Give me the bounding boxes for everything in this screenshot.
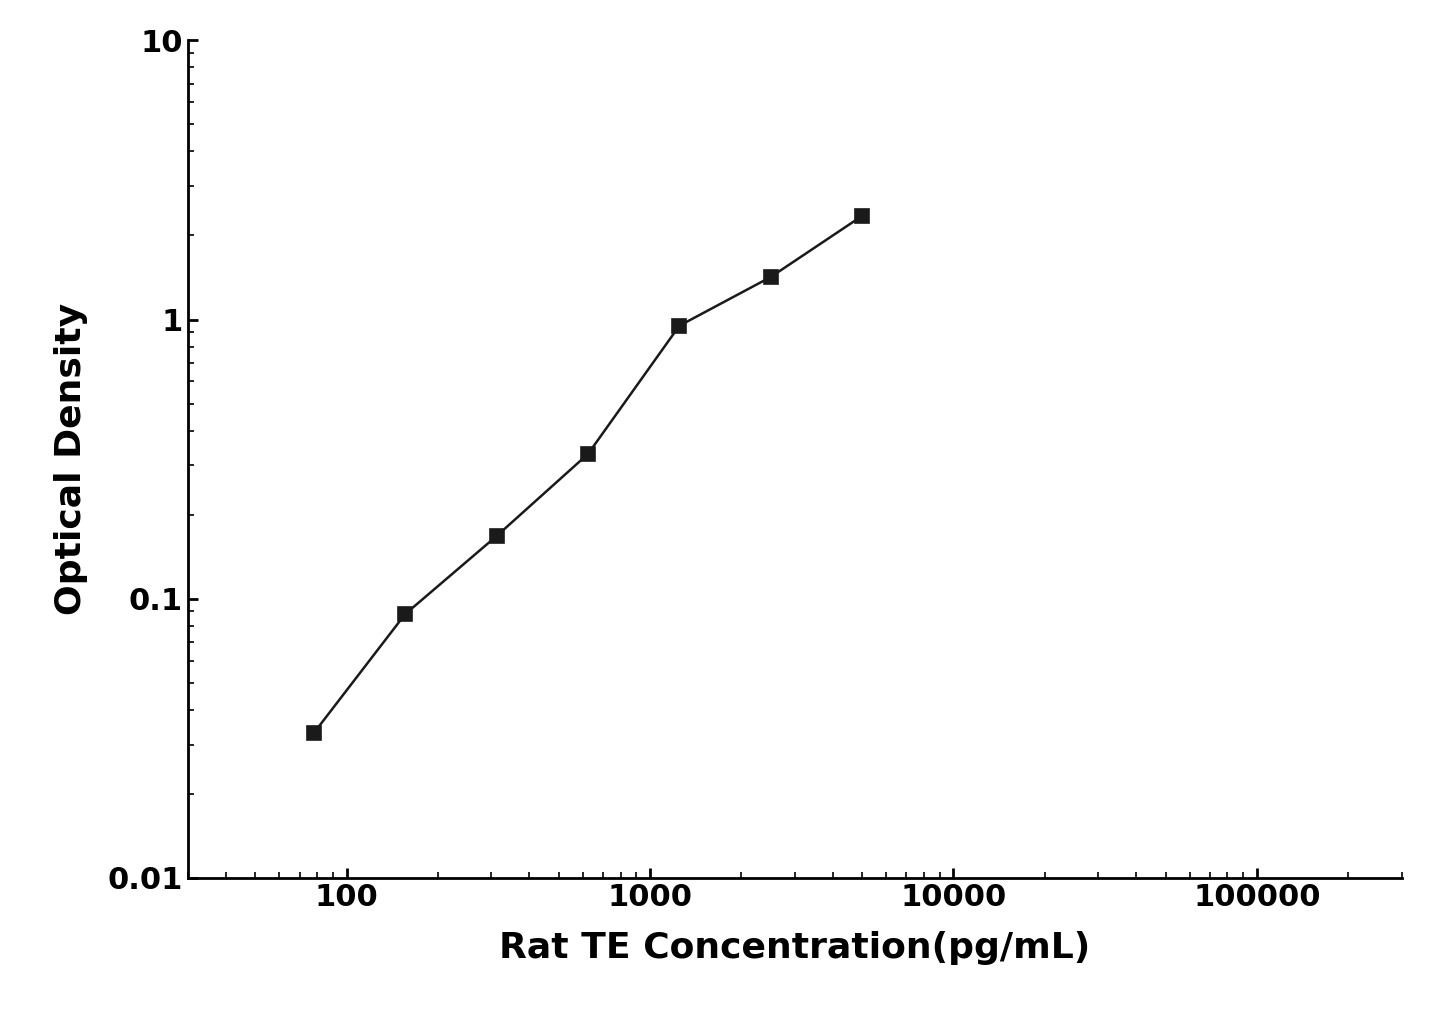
Y-axis label: Optical Density: Optical Density — [53, 303, 88, 615]
X-axis label: Rat TE Concentration(pg/mL): Rat TE Concentration(pg/mL) — [499, 931, 1091, 966]
